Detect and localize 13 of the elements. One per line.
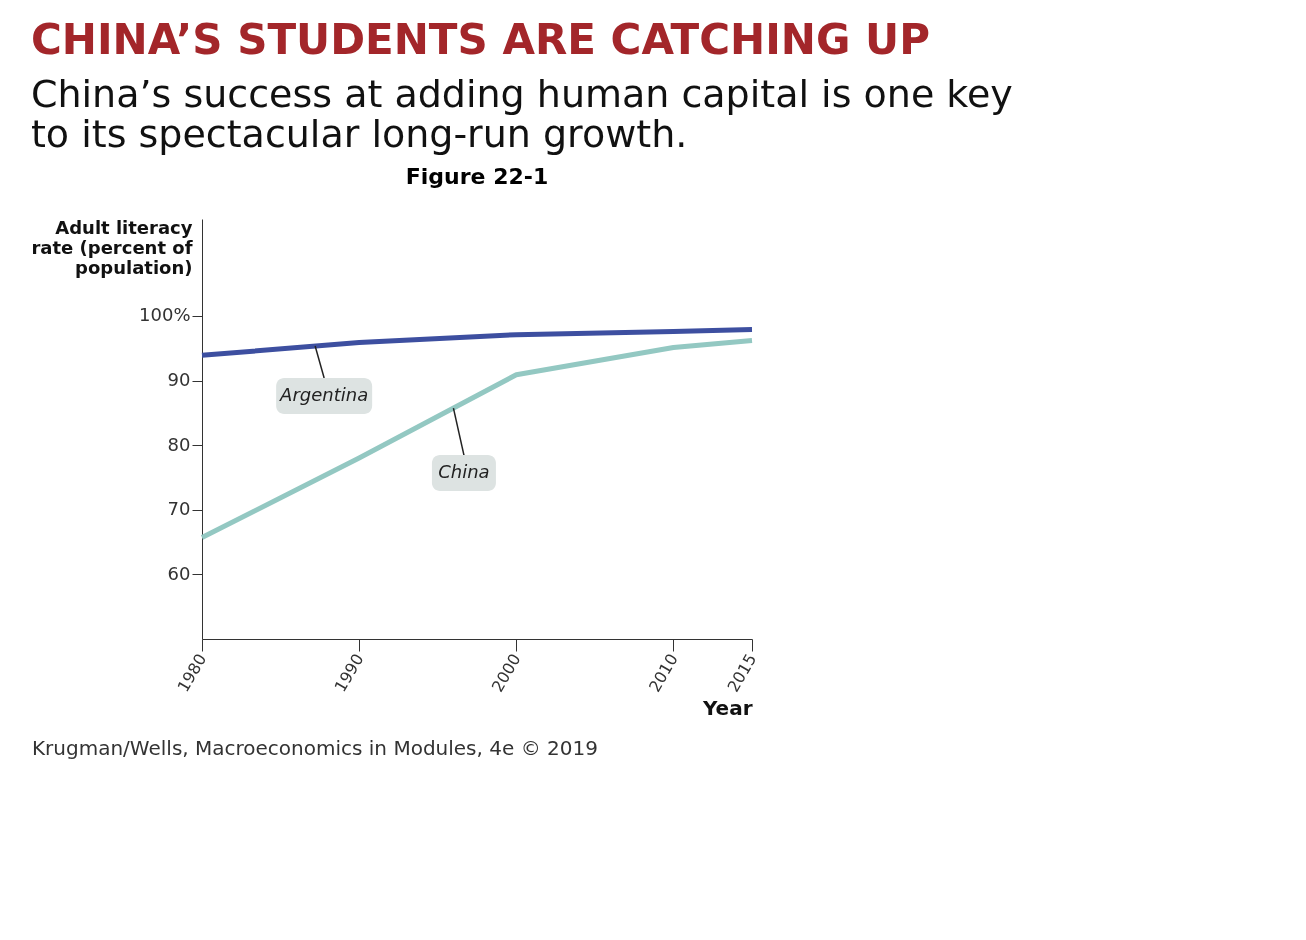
text: Krugman/Wells, Macroeconomics in Modules, 4e © 2019 [32,736,598,760]
caption: Figure 22-1 [405,164,549,189]
chart-title: CHINA’S STUDENTS ARE CATCHING UP [30,15,930,64]
y-tick-label: 90 [167,369,191,391]
chart-subtitle: China’s success at adding human capital is one key to its spectacular long-run growth. [30,72,1013,156]
y-tick-label: 80 [167,433,191,455]
x-axis-title: Year [701,695,753,720]
y-tick-label: 100% [139,304,191,326]
text: China [438,461,490,483]
y-tick-label: 60 [167,562,191,584]
y-tick-label: 70 [167,498,191,520]
y-axis-title: Adult literacy rate (percent of population) [31,216,193,278]
series-label: Argentina [279,384,369,406]
